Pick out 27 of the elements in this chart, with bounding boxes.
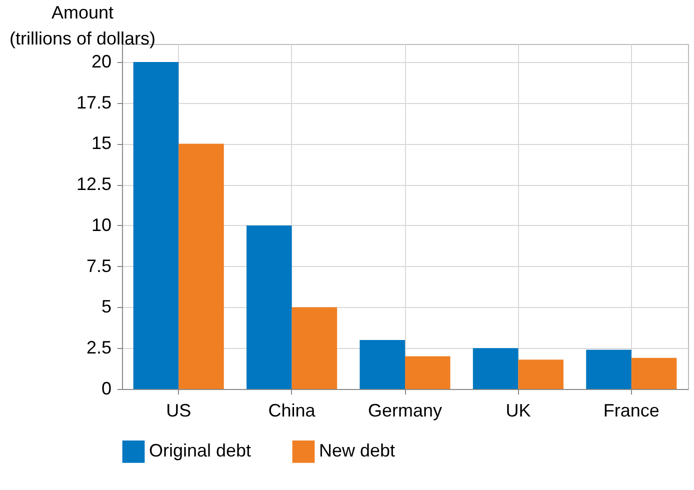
y-tick-label: 2.5 [86, 338, 112, 358]
bar [586, 350, 632, 389]
x-tick-label: France [603, 400, 660, 420]
y-tick-label: 7.5 [86, 256, 112, 276]
bar [472, 348, 518, 389]
bar [246, 225, 292, 389]
y-tick-label: 10 [91, 214, 112, 235]
y-axis-title: Amount (trillions of dollars) [9, 2, 156, 48]
y-tick-label: 17.5 [76, 92, 112, 112]
legend-label: Original debt [149, 440, 252, 461]
bar [631, 358, 677, 389]
x-tick-label: US [166, 400, 192, 420]
legend-label: New debt [319, 440, 396, 461]
y-tick-label: 12.5 [76, 174, 112, 194]
x-tick-label: China [268, 400, 316, 420]
bar [178, 144, 224, 389]
y-tick-label: 15 [91, 133, 112, 154]
bar [518, 360, 564, 389]
y-tick-label: 0 [101, 378, 112, 398]
y-tick-label: 5 [101, 296, 112, 317]
bar [292, 307, 338, 389]
bar [405, 356, 450, 389]
x-tick-label: Germany [368, 400, 442, 420]
x-tick-label: UK [506, 400, 531, 420]
bar [360, 340, 405, 389]
y-tick-label: 20 [91, 51, 112, 72]
bar [133, 62, 179, 389]
